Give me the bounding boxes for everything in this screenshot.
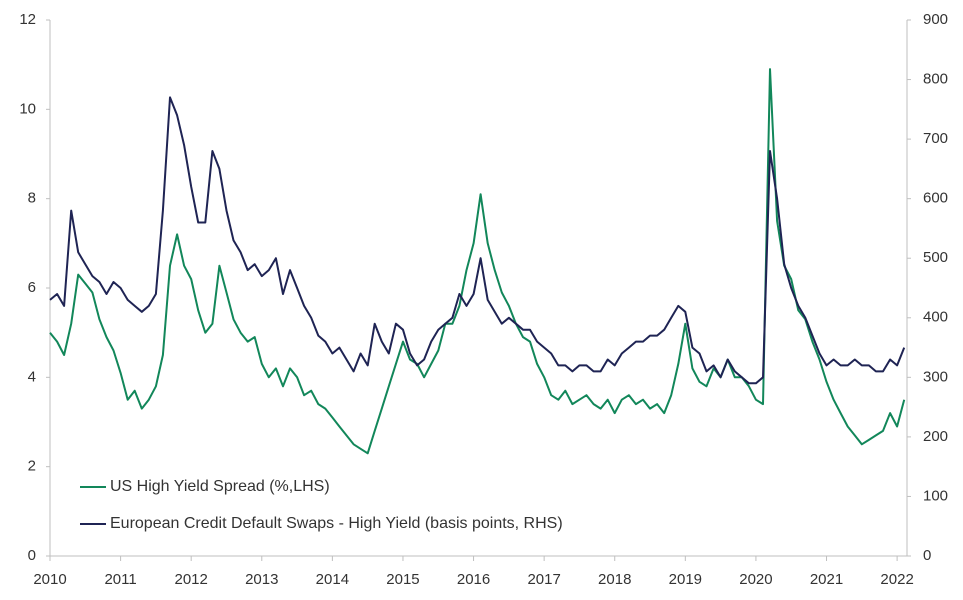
legend-label: US High Yield Spread (%,LHS) bbox=[110, 478, 330, 495]
x-tick-label: 2010 bbox=[33, 571, 66, 588]
y-tick-label: 10 bbox=[19, 100, 36, 117]
y-tick-label: 12 bbox=[19, 11, 36, 28]
x-tick-label: 2020 bbox=[739, 571, 772, 588]
y2-tick-label: 0 bbox=[923, 547, 931, 564]
legend-label: European Credit Default Swaps - High Yie… bbox=[110, 515, 563, 532]
x-tick-label: 2019 bbox=[669, 571, 702, 588]
y2-tick-label: 100 bbox=[923, 487, 948, 504]
y2-tick-label: 900 bbox=[923, 11, 948, 28]
x-tick-label: 2012 bbox=[174, 571, 207, 588]
y2-tick-label: 700 bbox=[923, 130, 948, 147]
x-tick-label: 2013 bbox=[245, 571, 278, 588]
x-tick-label: 2014 bbox=[316, 571, 349, 588]
y-tick-label: 2 bbox=[28, 458, 36, 475]
x-tick-label: 2018 bbox=[598, 571, 631, 588]
y2-tick-label: 800 bbox=[923, 71, 948, 88]
x-tick-label: 2016 bbox=[457, 571, 490, 588]
y2-tick-label: 600 bbox=[923, 190, 948, 207]
x-tick-label: 2017 bbox=[527, 571, 560, 588]
y2-tick-label: 400 bbox=[923, 309, 948, 326]
y-tick-label: 0 bbox=[28, 547, 36, 564]
x-tick-label: 2015 bbox=[386, 571, 419, 588]
y2-tick-label: 300 bbox=[923, 368, 948, 385]
y-tick-label: 8 bbox=[28, 190, 36, 207]
x-tick-label: 2021 bbox=[810, 571, 843, 588]
x-tick-label: 2011 bbox=[104, 571, 136, 588]
y-tick-label: 4 bbox=[28, 368, 36, 385]
y2-tick-label: 500 bbox=[923, 249, 948, 266]
series-line bbox=[49, 68, 906, 455]
series-line bbox=[49, 96, 906, 385]
y2-tick-label: 200 bbox=[923, 428, 948, 445]
y-tick-label: 6 bbox=[28, 279, 36, 296]
x-tick-label: 2022 bbox=[880, 571, 913, 588]
